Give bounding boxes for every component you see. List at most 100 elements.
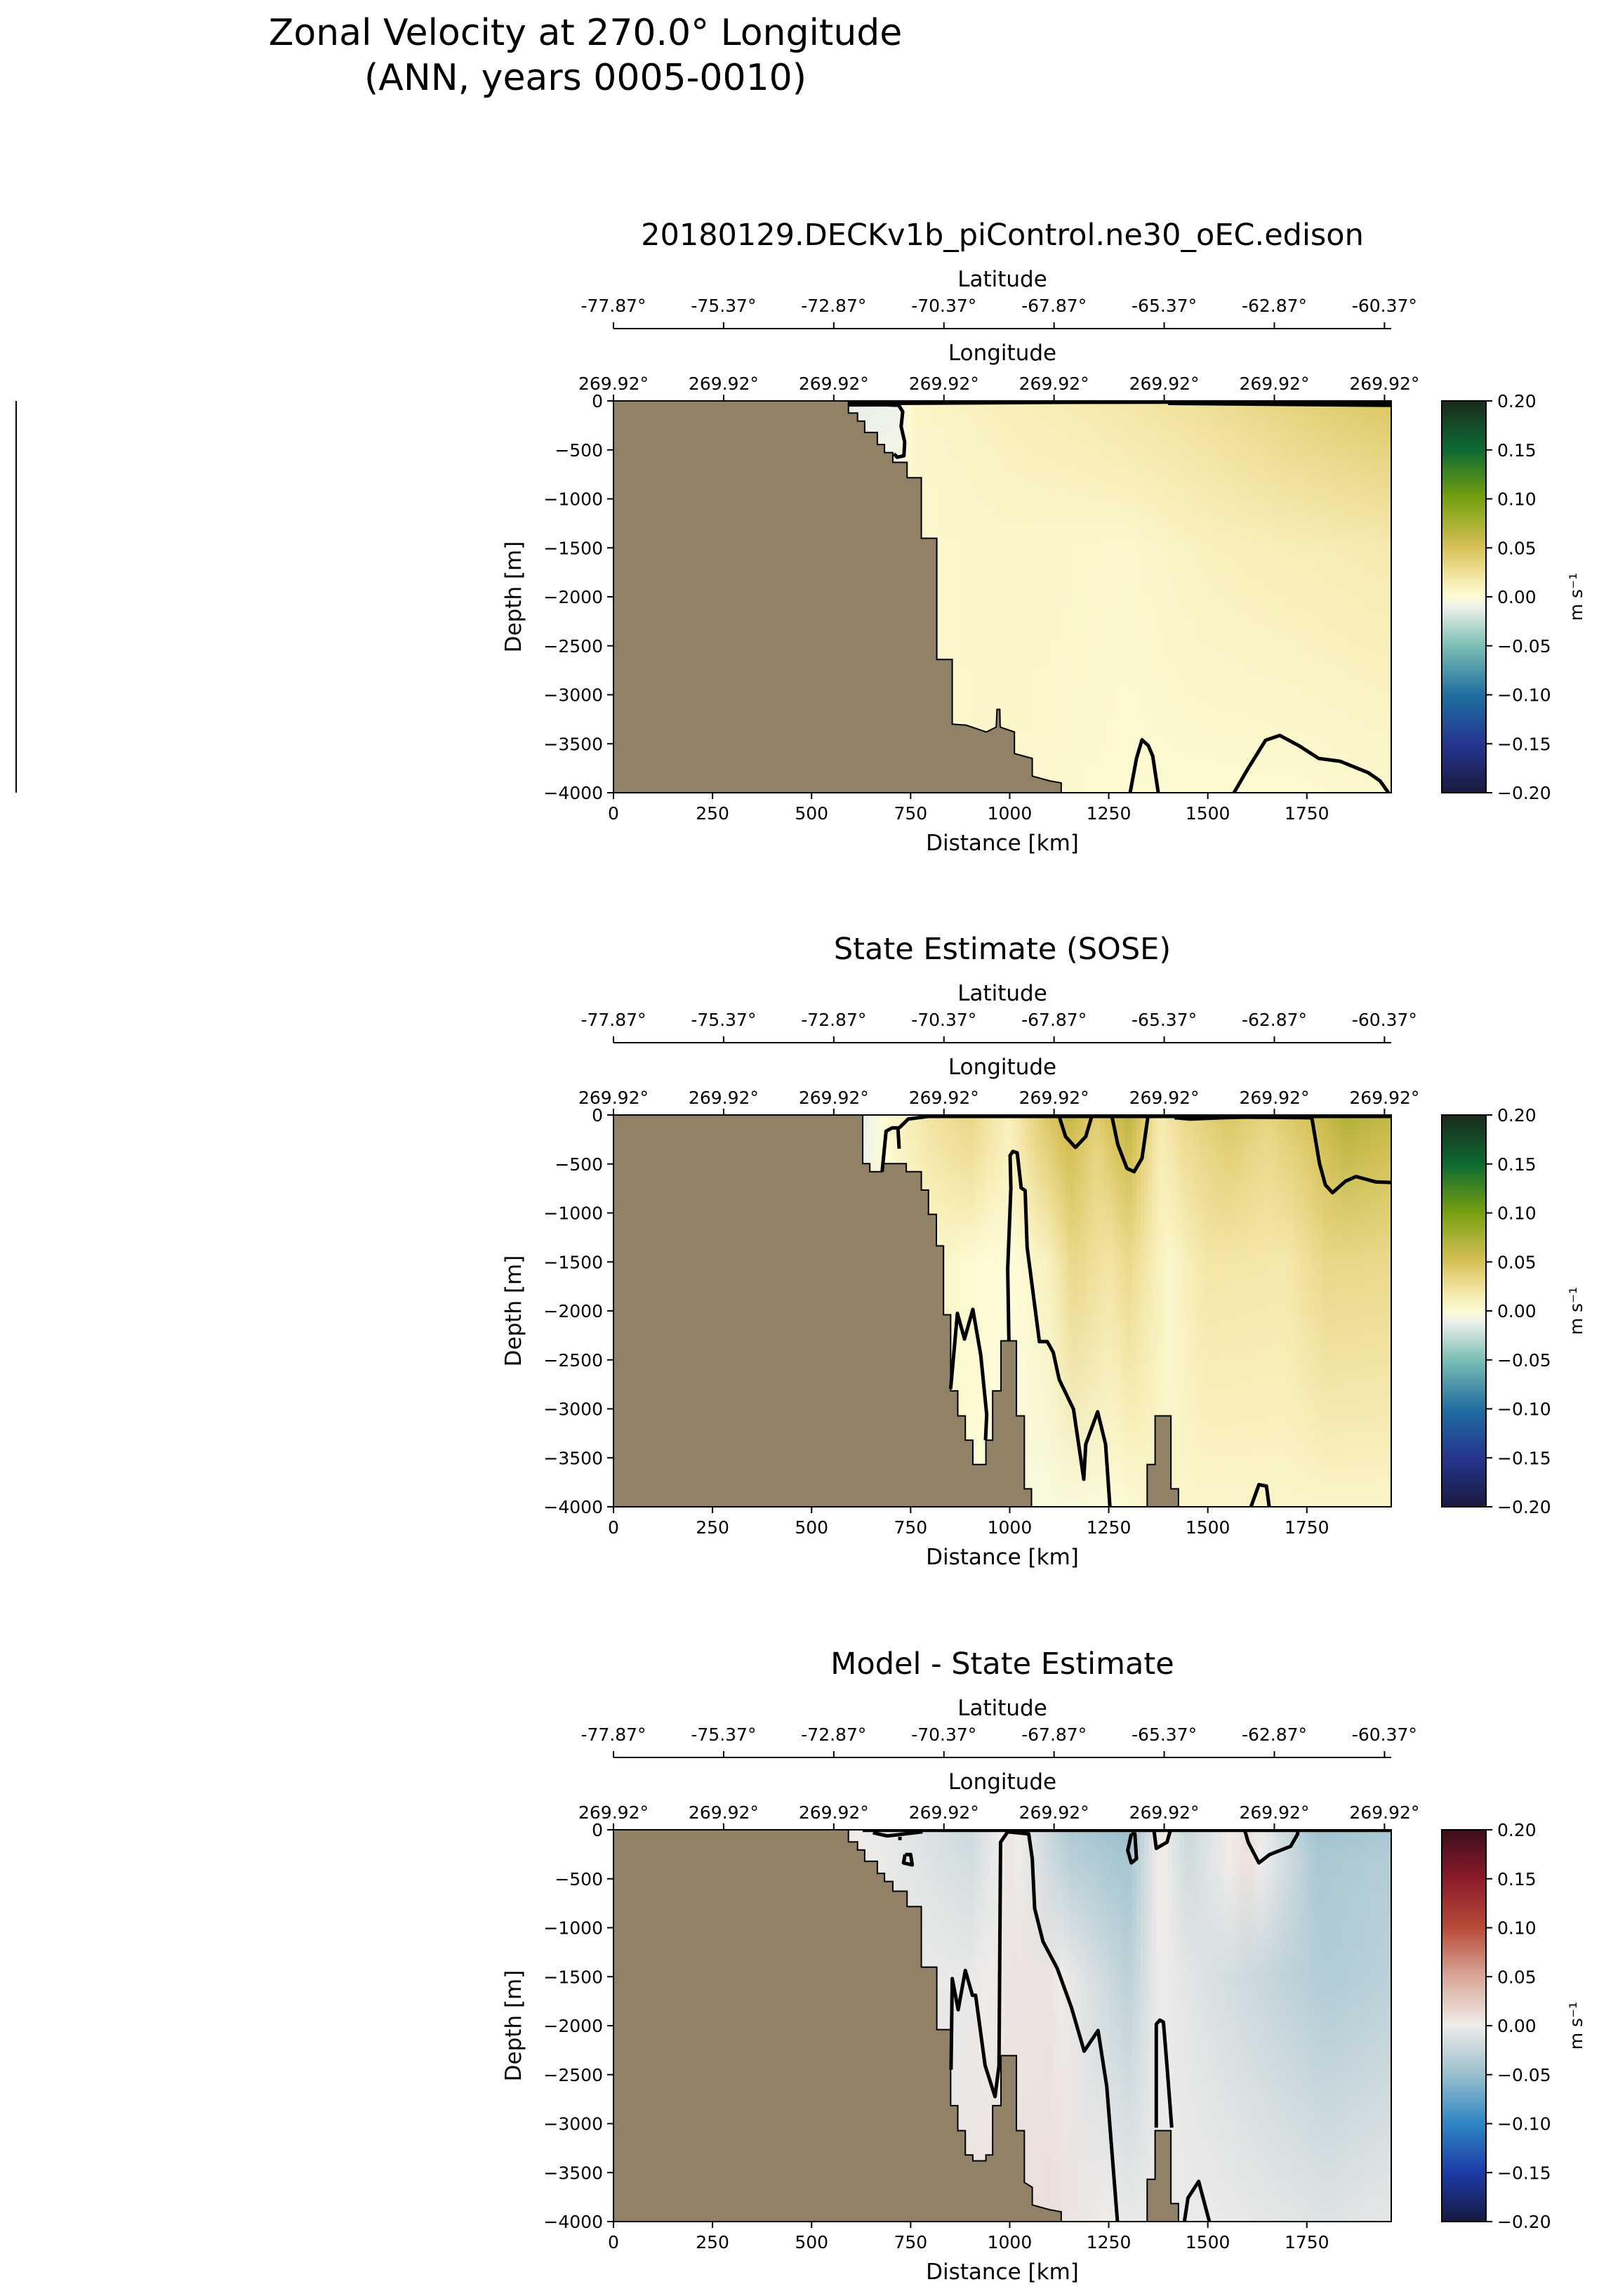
field-column	[1084, 1115, 1090, 1507]
latitude-tick-label: -65.37°	[1132, 1010, 1197, 1030]
field-column	[1370, 401, 1375, 793]
field-column	[1239, 1115, 1245, 1507]
field-column	[1049, 1115, 1054, 1507]
colorbar-tick-label: 0.00	[1497, 1301, 1537, 1321]
colorbar-tick-label: −0.20	[1497, 1497, 1551, 1517]
field-column	[954, 401, 960, 793]
field-column	[1219, 1830, 1225, 2222]
y-axis-label: Depth [m]	[501, 1255, 526, 1367]
field-column	[1037, 1830, 1042, 2222]
field-column	[1002, 401, 1007, 793]
latitude-tick-label: -65.37°	[1132, 296, 1197, 316]
field-column	[1306, 401, 1312, 793]
field-column	[962, 1115, 967, 1507]
colorbar: 0.20 0.15 0.10 0.05 0.00 −0.05 −0.10 −0.15 −0.20…	[1441, 1820, 1586, 2232]
x-tick-label: 1250	[1087, 2232, 1132, 2252]
field-column	[1029, 1115, 1035, 1507]
field-column	[958, 1115, 963, 1507]
field-column	[1354, 401, 1360, 793]
longitude-tick-label: 269.92°	[909, 374, 979, 394]
field-column	[1223, 1115, 1228, 1507]
colorbar-tick-label: −0.15	[1497, 734, 1551, 754]
field-column	[1033, 1830, 1038, 2222]
field-column	[1089, 401, 1094, 793]
panel-title: Model - State Estimate	[830, 1647, 1174, 1682]
colorbar: 0.20 0.15 0.10 0.05 0.00 −0.05 −0.10 −0.15 −0.20…	[1441, 391, 1586, 803]
field-column	[1168, 1830, 1173, 2222]
field-column	[1164, 1830, 1169, 2222]
field-column	[1188, 1830, 1193, 2222]
field-column	[942, 1115, 948, 1507]
field-column	[1136, 401, 1141, 793]
y-tick-label: −2000	[543, 1301, 603, 1321]
field-column	[1342, 401, 1348, 793]
field-column	[1045, 401, 1050, 793]
field-column	[1386, 401, 1391, 793]
field-column	[1113, 1115, 1117, 1507]
longitude-tick-label: 269.92°	[1239, 1088, 1309, 1108]
field-column	[990, 1115, 995, 1507]
y-tick-label: −1500	[543, 1252, 603, 1272]
land-mask	[613, 1830, 1062, 2222]
field-column	[1366, 1115, 1372, 1507]
field-column	[981, 401, 987, 793]
latitude-tick-label: -72.87°	[801, 1010, 866, 1030]
field-column	[1382, 401, 1387, 793]
colorbar-gradient	[1441, 400, 1487, 793]
panels: 20180129.DECKv1b_piControl.ne30_oEC.edis…	[501, 218, 1586, 2285]
field-column	[1267, 401, 1272, 793]
field-column	[1263, 1115, 1268, 1507]
field-column	[1128, 1830, 1134, 2222]
colorbar-tick-label: 0.05	[1497, 1252, 1537, 1272]
field-column	[1033, 401, 1038, 793]
field-column	[1180, 1115, 1185, 1507]
colorbar-tick-label: 0.15	[1497, 440, 1537, 461]
field-column	[1192, 401, 1197, 793]
field-column	[1140, 401, 1146, 793]
x-tick-label: 750	[894, 803, 927, 824]
colorbar-gradient	[1441, 1829, 1487, 2222]
field-column	[1136, 1115, 1141, 1507]
field-column	[1192, 1830, 1197, 2222]
field-column	[1334, 1830, 1339, 2222]
field-column	[1069, 401, 1074, 793]
field-column	[1195, 401, 1201, 793]
field-column	[1215, 1830, 1221, 2222]
longitude-tick-label: 269.92°	[578, 374, 649, 394]
field-column	[966, 401, 971, 793]
x-tick-label: 1750	[1285, 2232, 1329, 2252]
field-column	[1342, 1830, 1348, 2222]
field-column	[981, 1115, 987, 1507]
field-column	[1041, 401, 1047, 793]
field-column	[1251, 401, 1256, 793]
x-tick-label: 1000	[988, 803, 1033, 824]
field-column	[1077, 1830, 1082, 2222]
field-column	[1124, 1115, 1129, 1507]
x-tick-label: 500	[795, 803, 828, 824]
field-column	[1306, 1115, 1312, 1507]
field-column	[1207, 401, 1213, 793]
longitude-tick-label: 269.92°	[799, 1802, 869, 1823]
x-tick-label: 750	[894, 2232, 927, 2252]
field-column	[1148, 1830, 1153, 2222]
field-column	[1267, 1115, 1272, 1507]
field-column	[1009, 1115, 1015, 1507]
field-column	[1005, 1830, 1011, 2222]
field-column	[1318, 401, 1324, 793]
field-column	[1045, 1115, 1050, 1507]
x-tick-label: 1750	[1285, 1517, 1329, 1538]
field-column	[1014, 1830, 1019, 2222]
field-column	[1318, 1115, 1324, 1507]
field-column	[962, 401, 967, 793]
field-column	[1041, 1830, 1047, 2222]
x-tick-label: 750	[894, 1517, 927, 1538]
field-column	[1089, 1115, 1094, 1507]
land-mask	[613, 401, 1062, 793]
field-column	[1282, 1830, 1288, 2222]
field-column	[1081, 1830, 1086, 2222]
zero-contour	[1110, 1116, 1150, 1174]
zero-contour	[880, 1126, 901, 1173]
colorbar-tick-label: 0.00	[1497, 587, 1537, 607]
y-tick-label: −1500	[543, 1967, 603, 1987]
latitude-axis-label: Latitude	[957, 267, 1047, 292]
